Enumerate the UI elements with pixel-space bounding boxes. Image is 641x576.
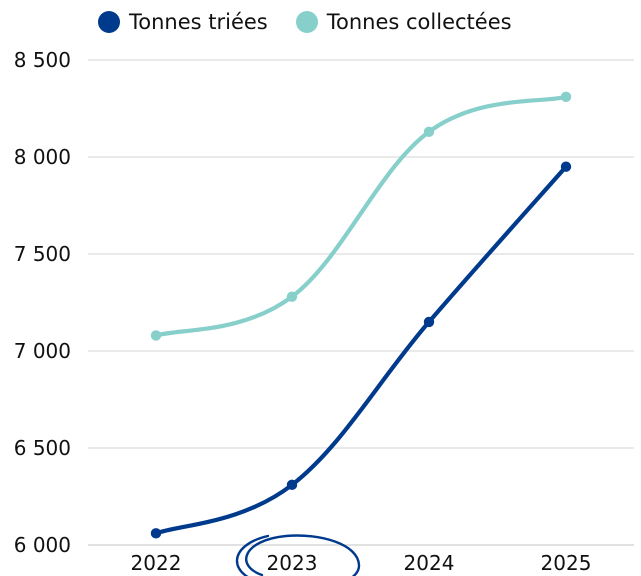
chart-gridlines xyxy=(88,59,634,546)
highlight-ellipse-2023 xyxy=(235,534,361,576)
legend-marker-tonnes-triees xyxy=(98,11,120,33)
x-tick-label-2022: 2022 xyxy=(131,551,182,575)
tonnes-collectees-point-2024 xyxy=(423,126,435,137)
tonnes-triees-point-2023 xyxy=(286,479,298,491)
tonnes-triees-point-2022 xyxy=(150,528,162,539)
x-axis-labels: 2022 2023 2024 2025 xyxy=(131,551,592,575)
tonnes-triees-point-2024 xyxy=(423,316,435,328)
chart-legend: Tonnes triées Tonnes collectées xyxy=(98,8,512,36)
x-tick-label-2024: 2024 xyxy=(404,551,455,575)
series-line-tonnes-collectees xyxy=(153,94,569,338)
legend-item-tonnes-triees: Tonnes triées xyxy=(98,11,268,33)
series-group-1 xyxy=(150,91,572,341)
y-tick-label: 8 500 xyxy=(14,48,71,72)
x-tick-label-2025: 2025 xyxy=(541,551,592,575)
y-tick-label: 6 500 xyxy=(14,436,71,460)
legend-label-tonnes-triees: Tonnes triées xyxy=(129,9,268,34)
y-tick-label: 7 000 xyxy=(14,339,71,363)
y-tick-label: 7 500 xyxy=(14,242,71,266)
legend-label-tonnes-collectees: Tonnes collectées xyxy=(326,9,512,34)
tonnes-collectees-point-2022 xyxy=(150,330,162,341)
legend-item-tonnes-collectees: Tonnes collectées xyxy=(295,9,512,34)
y-tick-label: 6 000 xyxy=(14,533,71,557)
x-tick-label-2023: 2023 xyxy=(267,551,318,575)
tonnes-triees-point-2025 xyxy=(560,161,572,172)
legend-marker-tonnes-collectees xyxy=(295,11,318,33)
tonnes-collectees-point-2025 xyxy=(560,91,572,103)
y-tick-label: 8 000 xyxy=(14,145,71,169)
series-line-tonnes-triees xyxy=(153,164,569,536)
y-axis-labels: 6 000 6 500 7 000 7 500 8 000 8 500 xyxy=(14,48,71,557)
tonnes-collectees-point-2023 xyxy=(286,291,298,302)
series-group-0 xyxy=(150,161,572,539)
